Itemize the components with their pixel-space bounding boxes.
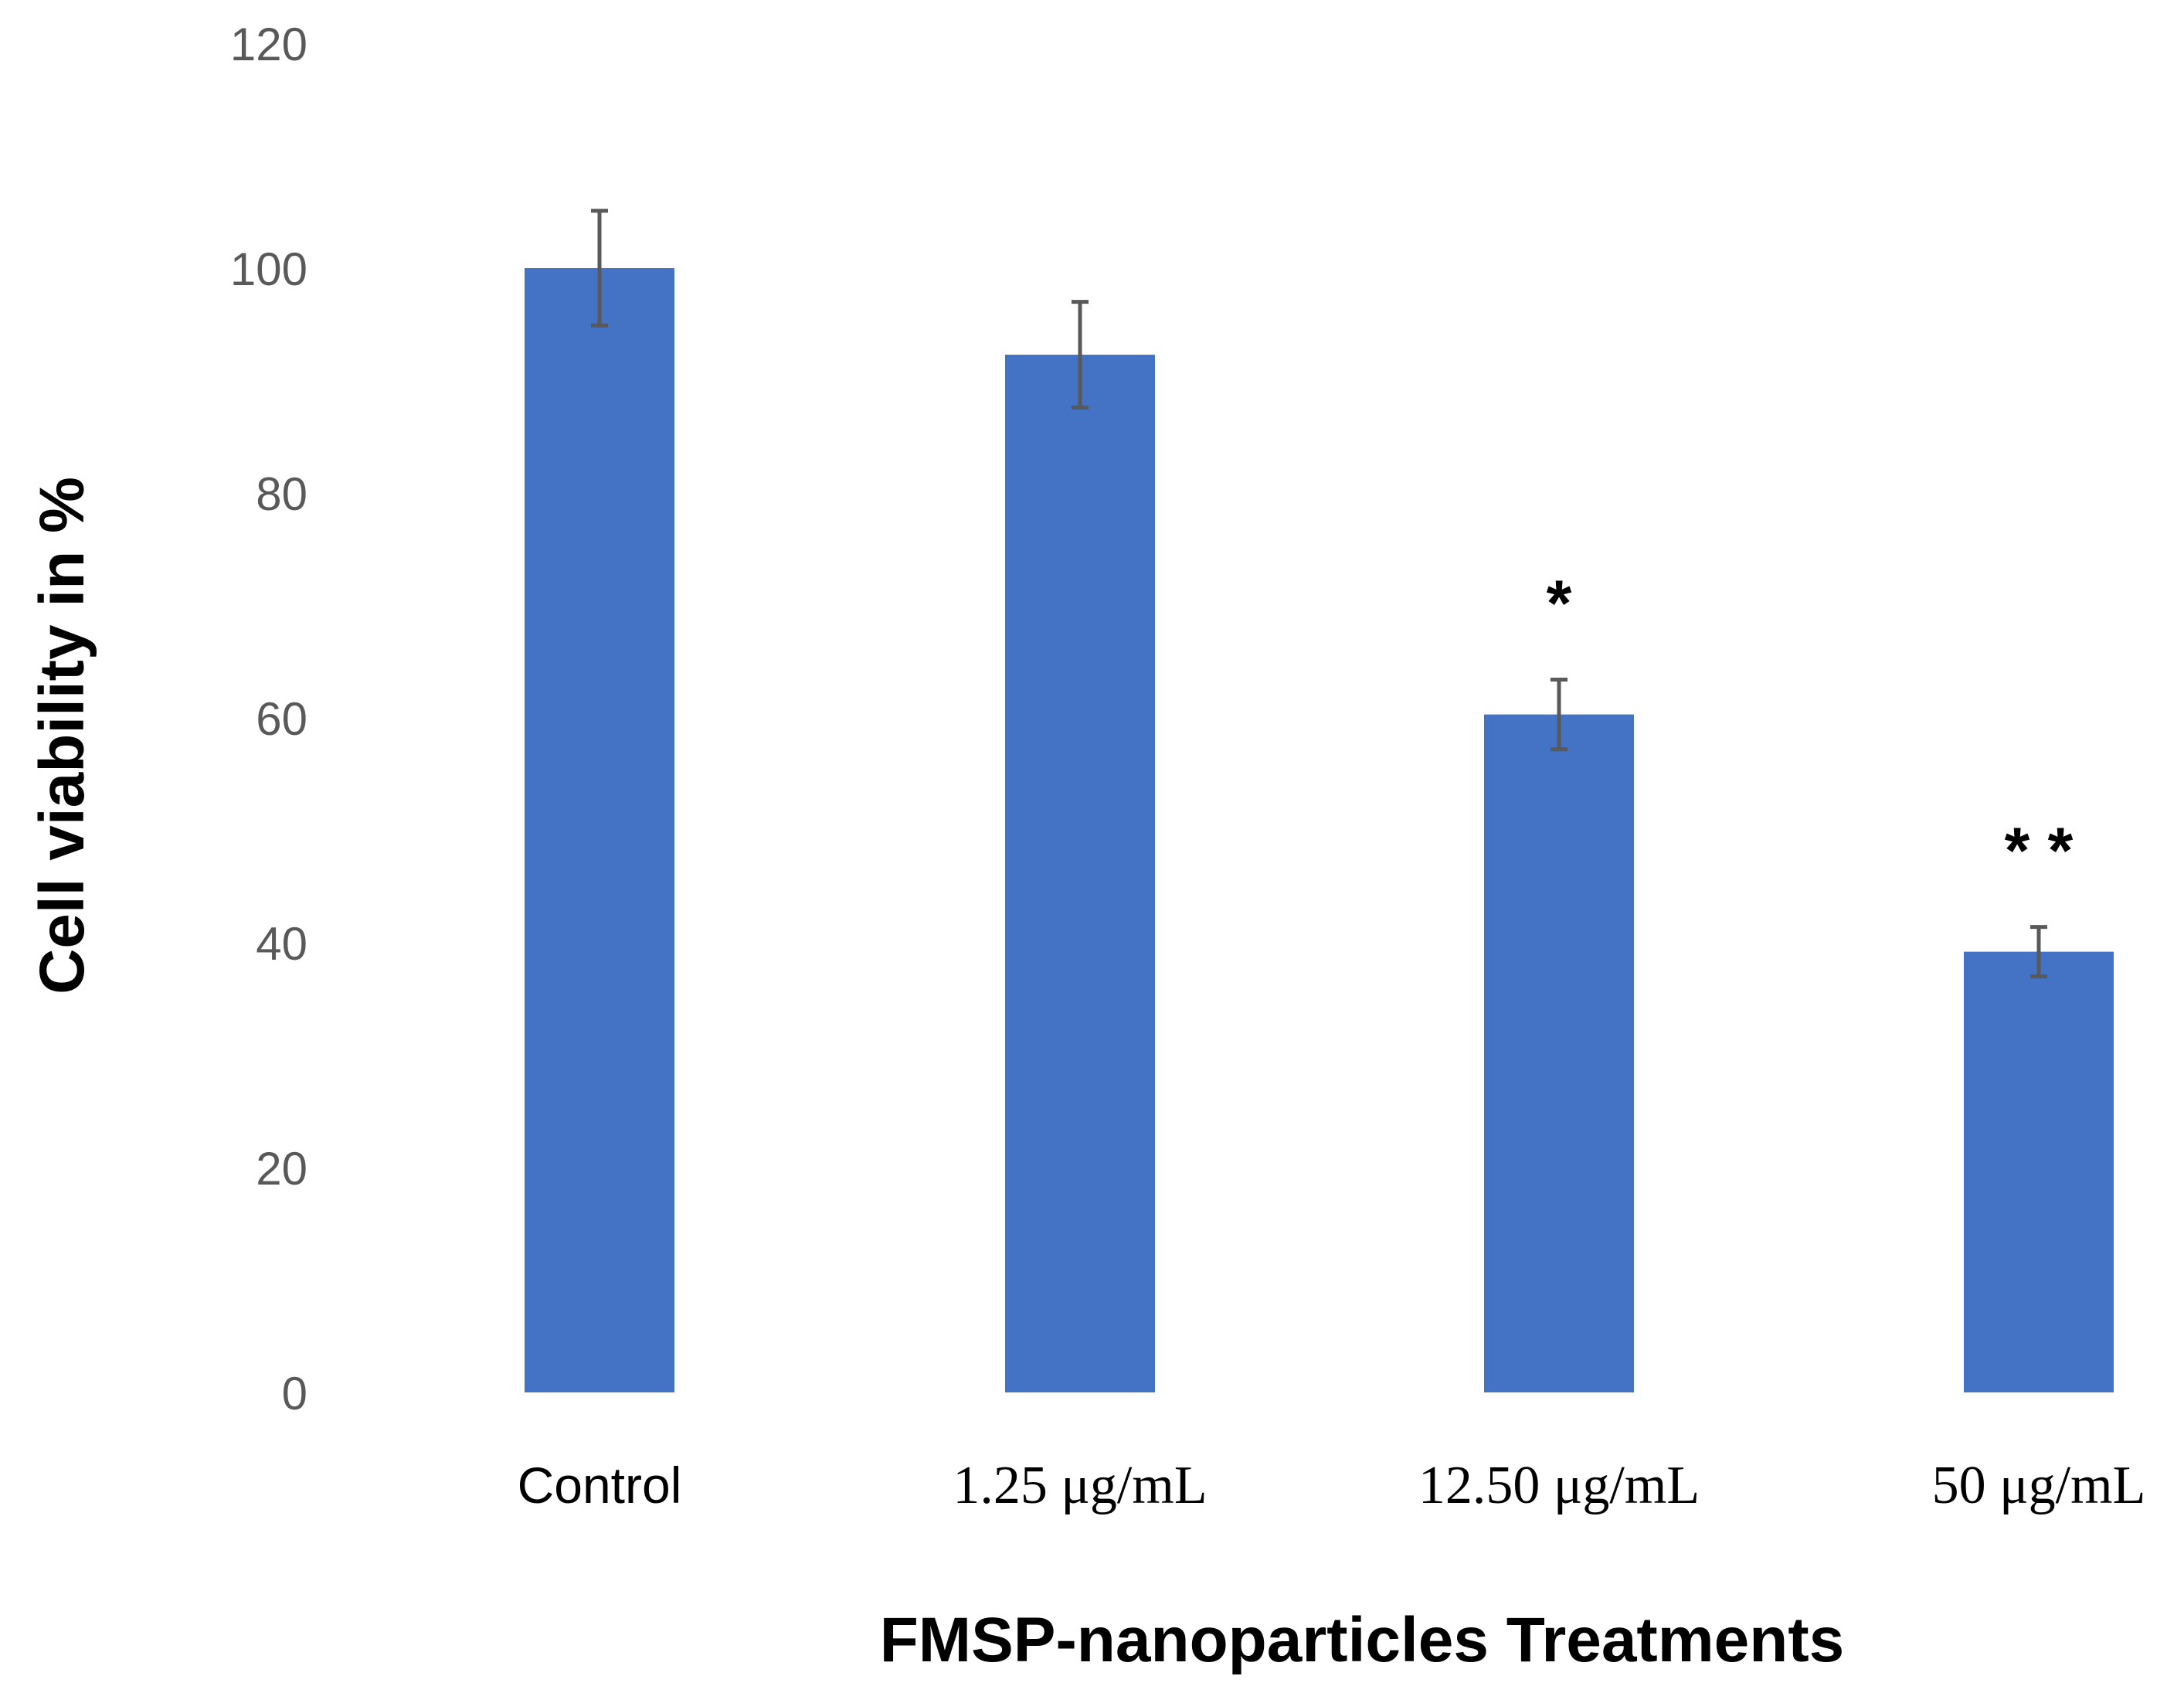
x-category-label: 1.25 μg/mL <box>953 1456 1207 1515</box>
bar <box>1005 355 1155 1392</box>
error-bar <box>591 209 608 328</box>
x-category-label: 12.50 μg/mL <box>1418 1456 1700 1515</box>
y-axis-ticks: 0 20 40 60 80 100 120 <box>230 19 307 1419</box>
y-tick-label: 0 <box>282 1368 307 1419</box>
significance-marker: * * <box>2005 814 2074 887</box>
y-tick-label: 80 <box>256 468 307 520</box>
bar <box>525 268 674 1392</box>
x-category-label: 50 μg/mL <box>1932 1456 2146 1515</box>
error-bar <box>2030 925 2047 979</box>
error-bar <box>1551 678 1568 752</box>
y-axis-title: Cell viability in % <box>27 477 97 994</box>
y-tick-label: 100 <box>230 243 307 295</box>
bar <box>1484 714 1634 1392</box>
error-bar <box>1072 300 1089 410</box>
y-tick-label: 40 <box>256 918 307 970</box>
x-category-label: Control <box>518 1457 682 1514</box>
significance-marker: * <box>1547 567 1572 640</box>
x-axis-categories: Control 1.25 μg/mL 12.50 μg/mL 50 μg/mL <box>518 1456 2146 1515</box>
significance-markers: * * * <box>1547 567 2074 887</box>
bar <box>1964 951 2114 1392</box>
x-axis-title: FMSP-nanoparticles Treatments <box>880 1605 1845 1675</box>
y-tick-label: 20 <box>256 1143 307 1195</box>
bar-series <box>525 268 2114 1392</box>
error-bars <box>591 209 2047 979</box>
y-tick-label: 120 <box>230 19 307 70</box>
y-tick-label: 60 <box>256 693 307 745</box>
